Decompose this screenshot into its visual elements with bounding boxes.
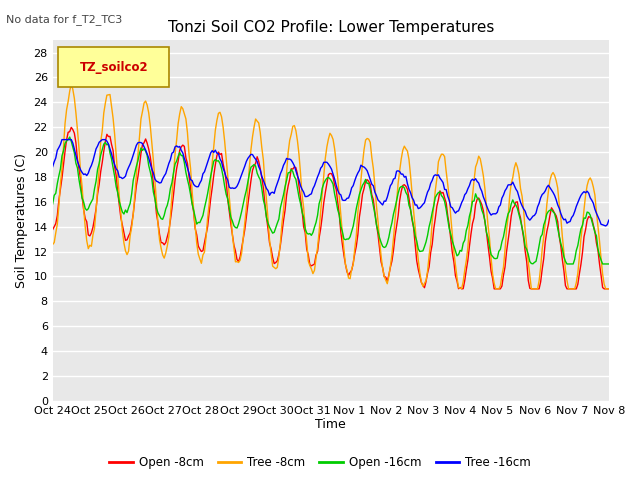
Text: TZ_soilco2: TZ_soilco2 — [79, 60, 148, 74]
Title: Tonzi Soil CO2 Profile: Lower Temperatures: Tonzi Soil CO2 Profile: Lower Temperatur… — [168, 20, 494, 35]
X-axis label: Time: Time — [316, 419, 346, 432]
Legend: Open -8cm, Tree -8cm, Open -16cm, Tree -16cm: Open -8cm, Tree -8cm, Open -16cm, Tree -… — [104, 452, 536, 474]
FancyBboxPatch shape — [58, 48, 170, 87]
Y-axis label: Soil Temperatures (C): Soil Temperatures (C) — [15, 153, 28, 288]
Text: No data for f_T2_TC3: No data for f_T2_TC3 — [6, 14, 123, 25]
